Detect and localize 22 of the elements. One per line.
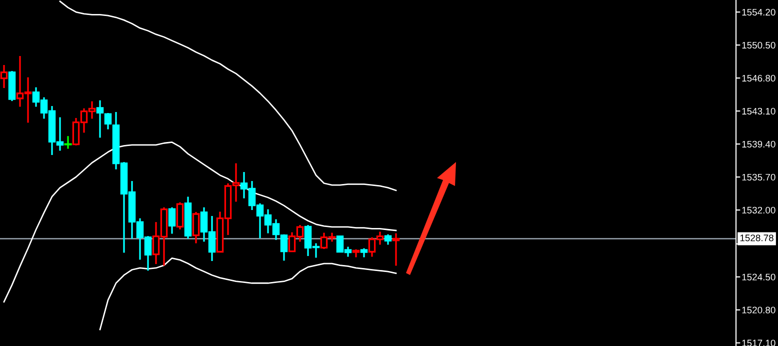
candlestick: [0, 64, 8, 89]
y-tick-label: 1524.50: [742, 274, 776, 280]
y-tick-label: 1520.80: [742, 306, 776, 314]
candlestick: [64, 135, 72, 150]
y-tick-label: 1539.40: [742, 140, 776, 148]
candlestick: [176, 202, 184, 230]
candlestick: [384, 234, 392, 246]
ref-line-label: 1528.78: [740, 234, 774, 242]
y-tick-label: 1532.00: [742, 206, 776, 214]
y-tick-label: 1554.20: [742, 8, 776, 16]
line-series: [3, 142, 397, 303]
y-tick-label: 1535.70: [742, 174, 776, 181]
line-series: [59, 0, 397, 192]
line-series: [99, 257, 397, 330]
candlestick: [168, 206, 176, 235]
y-tick-label: 1550.50: [742, 42, 776, 49]
candlestick: [392, 232, 400, 267]
y-tick-label: 1546.80: [742, 74, 776, 82]
candlestick: [192, 211, 200, 244]
candlestick: [360, 247, 368, 258]
y-tick-label: 1543.10: [742, 108, 776, 115]
y-tick-label: 1517.10: [742, 340, 776, 346]
